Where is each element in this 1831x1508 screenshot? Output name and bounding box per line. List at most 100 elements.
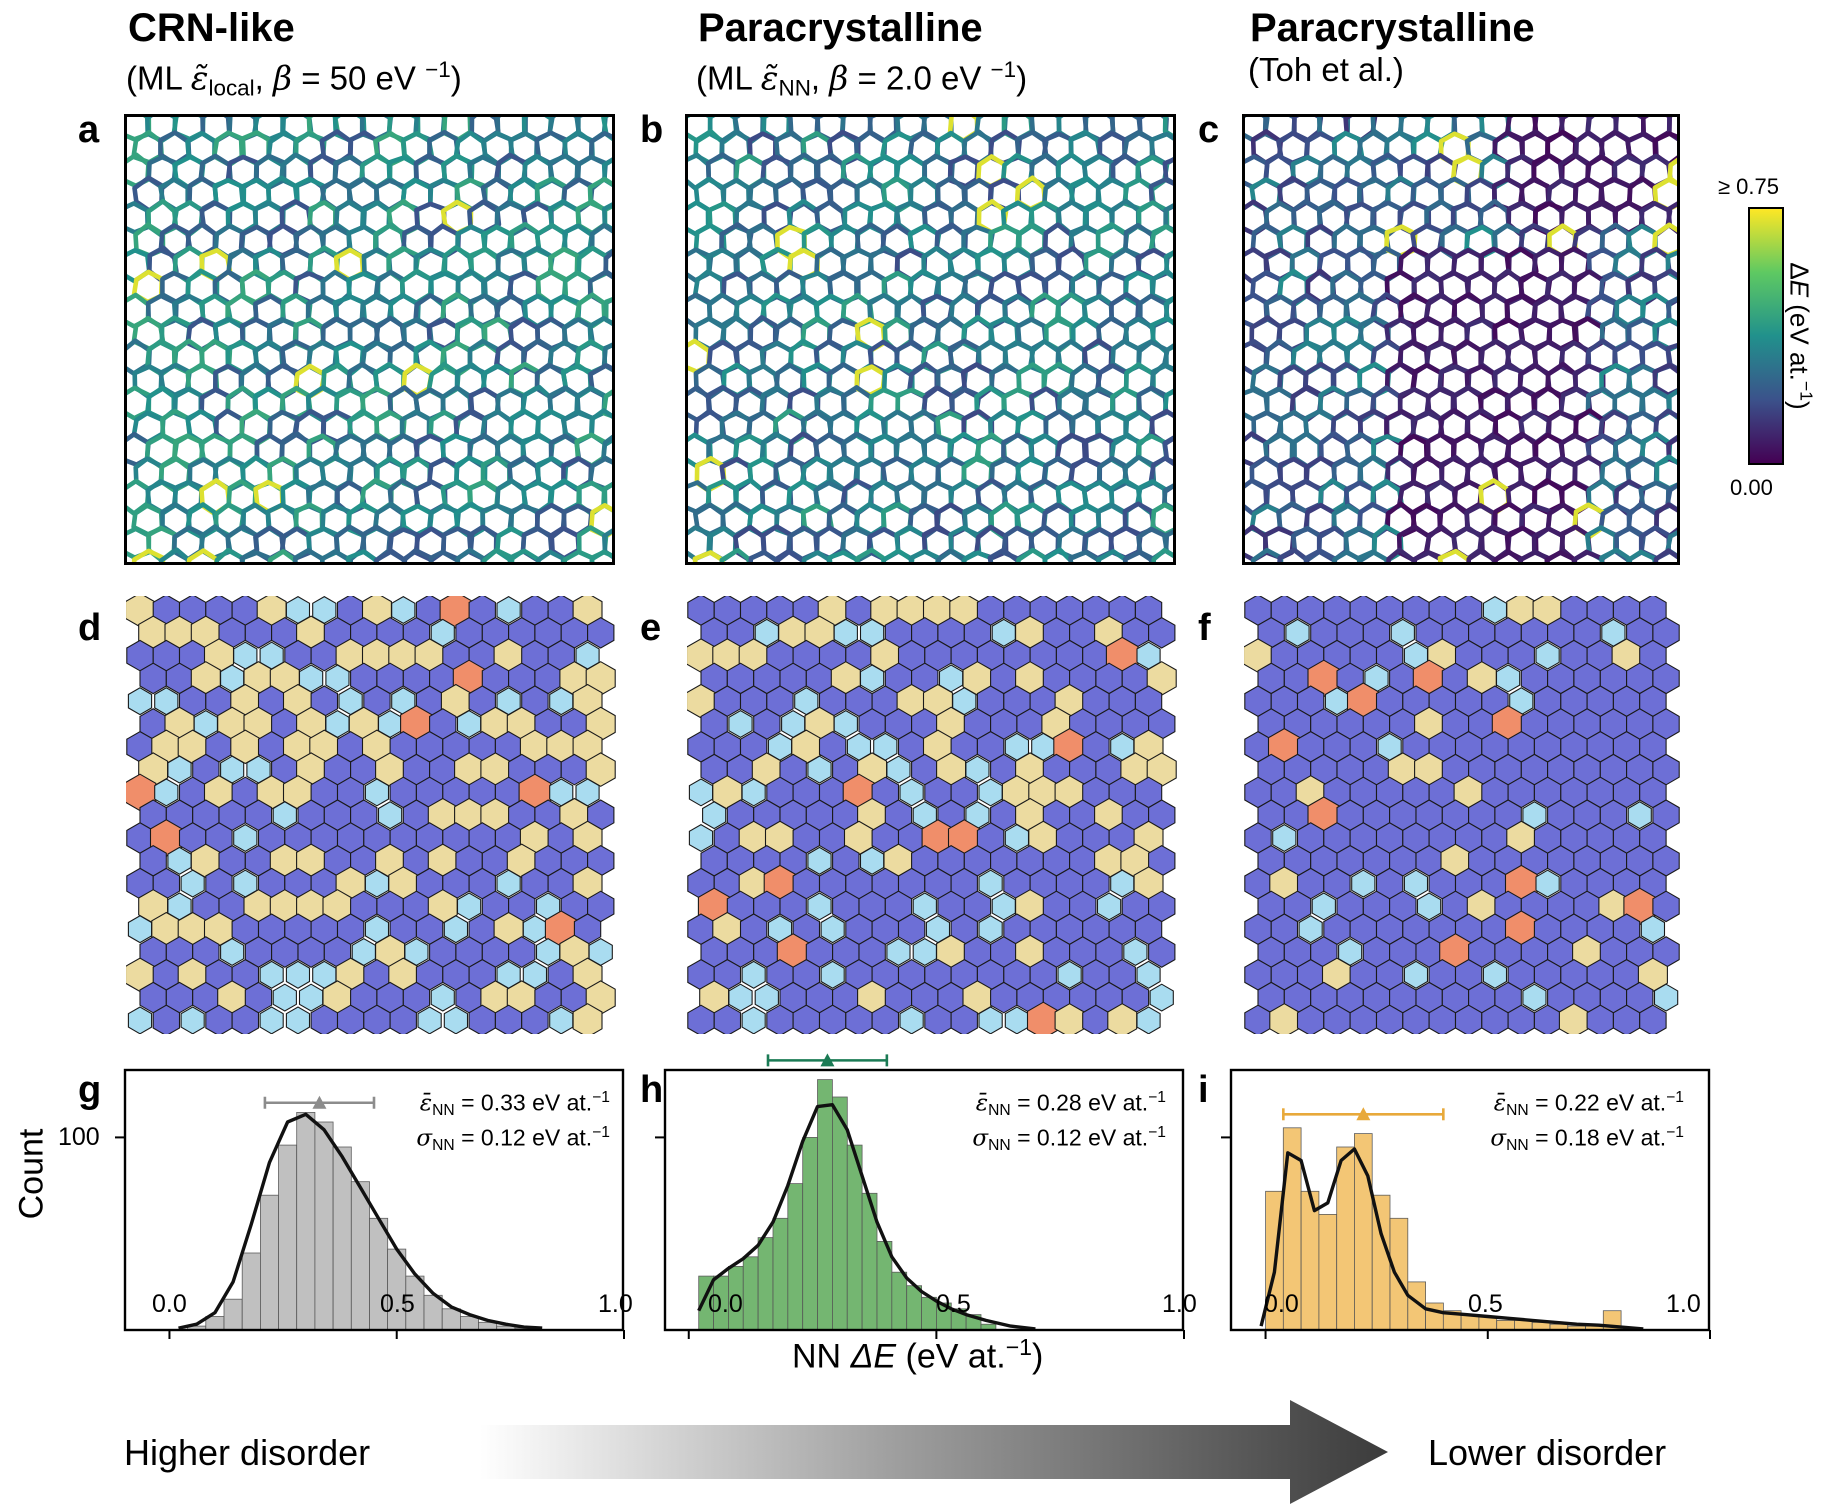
- subtitle-suffix: ): [1016, 59, 1028, 97]
- histogram-bar: [259, 1194, 279, 1331]
- colorbar-label-close: ): [1784, 401, 1815, 410]
- subtitle-prefix: (ML: [126, 59, 191, 97]
- mean-marker: [820, 1053, 835, 1067]
- ring-cell: [950, 1004, 978, 1034]
- histogram-bar: [278, 1144, 298, 1331]
- ring-cell: [728, 709, 753, 739]
- carbon-ring: [1250, 547, 1284, 562]
- histogram-bar: [921, 1296, 937, 1331]
- carbon-ring: [214, 547, 246, 562]
- column-title-crn: CRN-like: [128, 6, 295, 50]
- ring-cell: [443, 915, 469, 944]
- histogram-bar: [1425, 1302, 1444, 1331]
- std-sub: NN: [988, 1136, 1011, 1154]
- carbon-ring: [1162, 529, 1173, 558]
- carbon-ring: [1665, 530, 1677, 559]
- disorder-gradient-arrow: [480, 1400, 1388, 1504]
- x-tick-i-0: 0.0: [1264, 1290, 1299, 1318]
- histogram-bar: [802, 1137, 818, 1331]
- panel-letter-a: a: [78, 109, 100, 151]
- carbon-ring: [908, 549, 941, 562]
- ring-cell: [1639, 1004, 1667, 1034]
- stat-mean-g: ε̄NN = 0.33 eV at.−1: [400, 1083, 610, 1126]
- beta-unit-sup: −1: [990, 57, 1017, 82]
- histogram-y-axis-label: Count: [12, 1128, 51, 1220]
- ring-cell: [272, 983, 297, 1012]
- ring-cell: [728, 983, 753, 1012]
- ring-cell: [496, 596, 521, 625]
- carbon-ring: [1151, 547, 1173, 562]
- mean-sup: −1: [592, 1089, 610, 1106]
- beta-value: = 50 eV: [292, 59, 426, 97]
- column-subtitle-toh: (Toh et al.): [1248, 51, 1404, 88]
- carbon-ring: [827, 550, 860, 562]
- carbon-ring: [1653, 548, 1677, 562]
- histogram-bar: [241, 1252, 261, 1331]
- carbon-ring: [601, 157, 612, 188]
- carbon-ring: [1665, 342, 1677, 372]
- ring-cell: [1272, 823, 1297, 853]
- ring-cell: [1627, 801, 1652, 830]
- mean-sub: NN: [432, 1101, 455, 1119]
- ring-cell: [1482, 960, 1508, 989]
- ring-cell: [899, 1006, 924, 1034]
- subtitle-sep: ,: [254, 59, 273, 97]
- ring-cell: [1149, 983, 1174, 1012]
- ring-cell: [899, 778, 924, 807]
- ring-cell: [820, 915, 845, 944]
- colorbar: [1748, 207, 1784, 465]
- ring-cell: [585, 752, 616, 787]
- colorbar-label-delta: Δ: [1784, 262, 1815, 280]
- x-tick-i-1: 1.0: [1666, 1290, 1701, 1318]
- carbon-ring: [1162, 389, 1173, 418]
- ring-cell: [871, 1004, 900, 1034]
- mean-symbol: ε̄: [1493, 1090, 1507, 1117]
- ring-cell: [1298, 915, 1323, 944]
- ring-cell: [713, 1004, 742, 1034]
- ring-cell: [1136, 1006, 1161, 1034]
- ring-cell: [807, 846, 832, 875]
- histogram-bar: [831, 1096, 848, 1331]
- ring-cell: [1390, 618, 1415, 647]
- carbon-ring: [881, 548, 915, 562]
- panel-letter-i: i: [1198, 1069, 1209, 1111]
- histogram-bar: [757, 1237, 774, 1331]
- mean-text: = 0.33 eV at.: [454, 1089, 593, 1116]
- histogram-bar: [459, 1316, 479, 1331]
- histogram-x-axis-label: NN ΔE (eV at.−1): [792, 1334, 1043, 1377]
- ring-cell: [259, 960, 284, 989]
- ring-cell: [152, 1004, 181, 1034]
- ring-cell: [167, 755, 192, 784]
- atomic-network-c: [1245, 117, 1677, 562]
- ring-cell: [1652, 890, 1680, 923]
- ring-cell: [180, 869, 205, 898]
- histogram-bar: [772, 1217, 789, 1331]
- plot-frame: [1229, 1068, 1711, 1332]
- ring-cell: [741, 960, 766, 989]
- higher-disorder-label: Higher disorder: [124, 1432, 371, 1473]
- carbon-ring: [374, 549, 408, 562]
- ring-cell: [1535, 869, 1560, 898]
- panel-letter-e: e: [640, 607, 662, 649]
- ring-cell: [127, 687, 153, 716]
- ring-cell: [325, 664, 350, 693]
- ring-cell: [1640, 915, 1666, 944]
- ring-cell: [572, 1003, 603, 1034]
- std-symbol: σ: [1490, 1125, 1507, 1152]
- atomic-network-a: [127, 117, 612, 562]
- carbon-ring: [1518, 550, 1550, 562]
- histogram-bar: [441, 1308, 461, 1331]
- panel-letter-d: d: [78, 607, 102, 649]
- ring-cell: [154, 778, 179, 807]
- histogram-bar: [787, 1183, 804, 1331]
- ring-cell: [978, 778, 1003, 807]
- ring-cell: [521, 1004, 549, 1034]
- ring-cell: [978, 915, 1003, 944]
- carbon-ring: [1122, 550, 1154, 562]
- atomic-network-b: [688, 117, 1173, 562]
- ring-cell: [1148, 936, 1176, 968]
- mean-sub: NN: [1506, 1101, 1529, 1119]
- structure-panel-c: [1242, 114, 1680, 565]
- mean-sub: NN: [988, 1101, 1011, 1119]
- ring-cell: [1403, 960, 1429, 989]
